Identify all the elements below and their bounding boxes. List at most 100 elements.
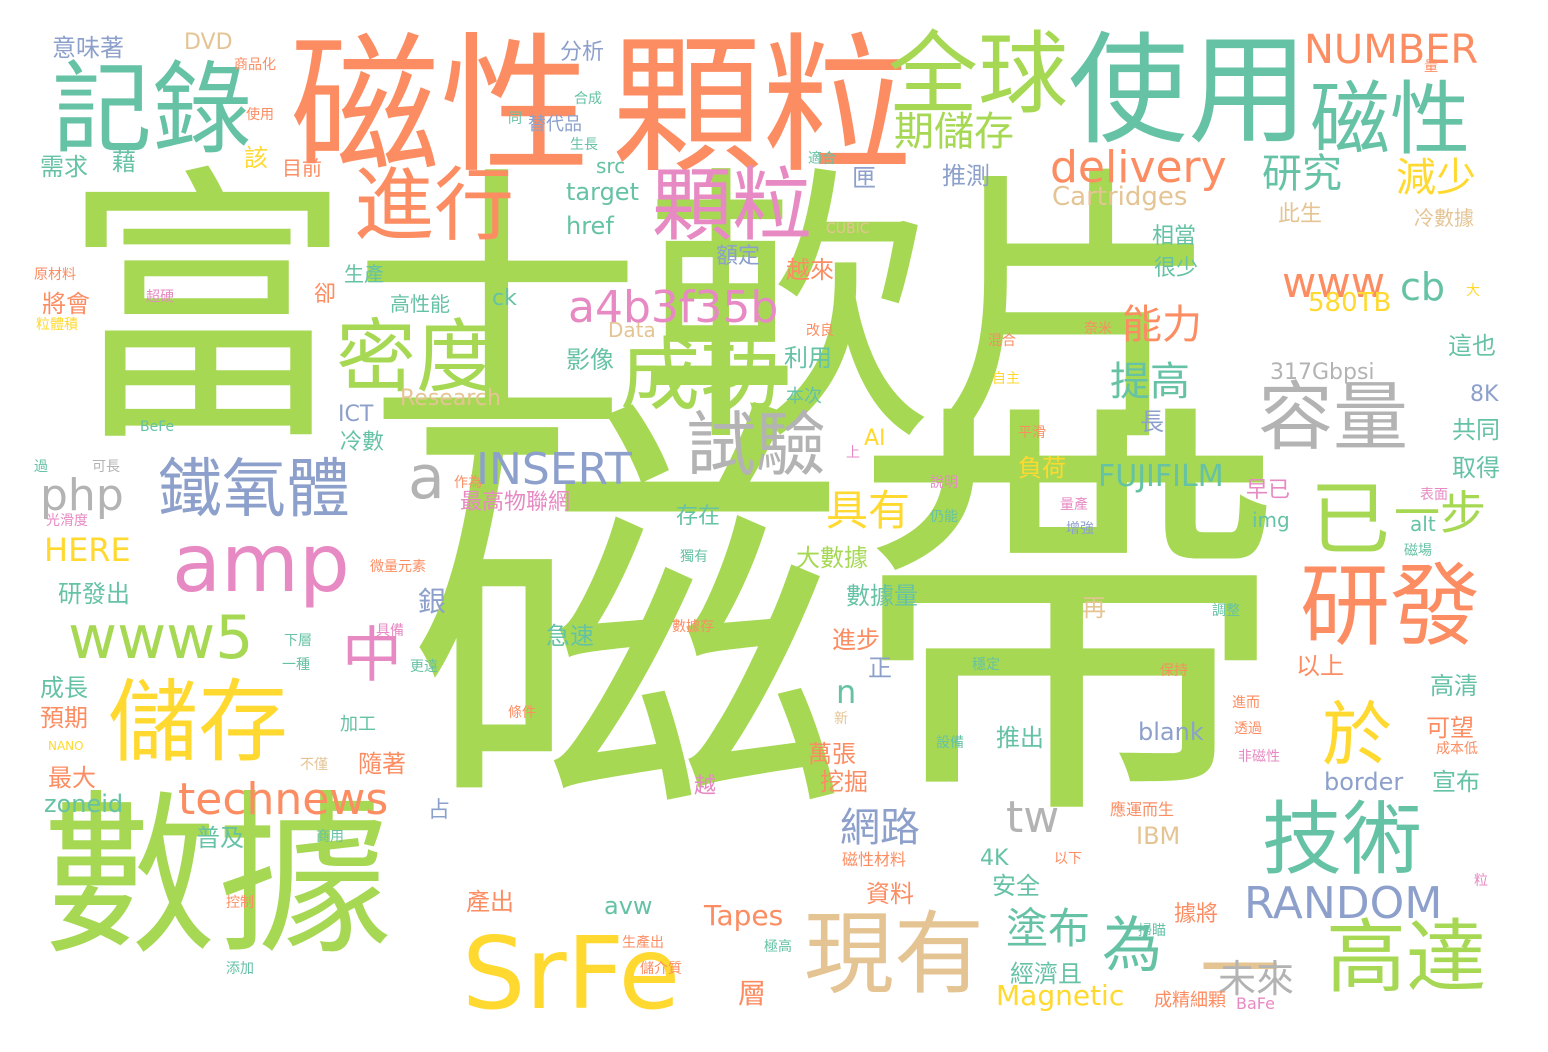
word-cloud-word: 表面: [1420, 487, 1448, 503]
word-cloud-word: 顆粒: [612, 20, 913, 194]
word-cloud-word: 獨有: [680, 549, 708, 565]
word-cloud-word: 非磁性: [1238, 749, 1280, 765]
word-cloud-word: 調整: [1212, 603, 1240, 619]
word-cloud-word: 粒體積: [36, 317, 78, 333]
word-cloud-word: ck: [492, 286, 517, 311]
word-cloud-word: 原材料: [34, 267, 76, 283]
word-cloud-word: 平滑: [1018, 425, 1046, 441]
word-cloud-word: 同: [508, 111, 522, 127]
word-cloud-word: delivery: [1050, 142, 1227, 193]
word-cloud-word: Cartridges: [1052, 182, 1188, 212]
word-cloud-word: tw: [1006, 792, 1060, 843]
word-cloud-word: 混合: [988, 333, 1016, 349]
word-cloud-word: 量: [1424, 59, 1438, 75]
word-cloud-word: 意味著: [52, 34, 124, 62]
word-cloud-word: 此生: [1278, 202, 1323, 227]
word-cloud-word: INSERT: [476, 444, 632, 495]
word-cloud-word: 安全: [992, 872, 1040, 900]
word-cloud-word: 光滑度: [46, 513, 88, 529]
word-cloud-word: zoneid: [44, 790, 124, 818]
word-cloud-word: 塗布: [1006, 904, 1091, 953]
word-cloud-word: 富士軟片: [62, 144, 1222, 481]
word-cloud-word: 高達: [1326, 911, 1486, 1004]
word-cloud-word: 本次: [786, 386, 822, 407]
word-cloud-word: 需求: [40, 153, 88, 181]
word-cloud-word: 預期: [40, 704, 88, 732]
word-cloud-word: 能力: [1122, 302, 1202, 348]
word-cloud-word: 量產: [1060, 497, 1088, 513]
word-cloud-word: 儲介質: [640, 961, 682, 977]
word-cloud-word: 生產出: [622, 935, 664, 951]
word-cloud-word: 掃瞄: [1138, 923, 1166, 939]
word-cloud-word: 仍能: [930, 509, 958, 525]
word-cloud-word: 以上: [1296, 652, 1344, 680]
word-cloud-word: 冷數: [340, 430, 385, 455]
word-cloud-word: 4K: [980, 846, 1009, 871]
word-cloud-word: a4b3f35b: [568, 282, 779, 333]
word-cloud-word: Magnetic: [996, 979, 1125, 1012]
word-cloud-word: 提高: [1110, 359, 1190, 405]
word-cloud-word: 隨著: [358, 750, 406, 778]
word-cloud-word: 卻: [314, 282, 337, 307]
word-cloud-word: 成功: [620, 329, 780, 422]
word-cloud-word: ICT: [338, 402, 374, 427]
word-cloud-word: 顆粒: [652, 159, 812, 252]
word-cloud-word: 將會: [42, 290, 90, 318]
word-cloud-word: cb: [1400, 265, 1446, 309]
word-cloud-word: 密度: [336, 311, 496, 404]
word-cloud-word: 極高: [764, 939, 792, 955]
word-cloud-word: 應運而生: [1110, 800, 1175, 819]
word-cloud-word: php: [40, 470, 124, 521]
word-cloud-word: 急速: [546, 622, 594, 650]
word-cloud-word: 最高物聯網: [460, 490, 571, 515]
word-cloud-word: 商用: [316, 829, 344, 845]
word-cloud-word: 一步: [1394, 486, 1486, 540]
word-cloud-word: 磁場: [1404, 543, 1432, 559]
word-cloud-word: 中: [342, 621, 402, 691]
word-cloud-word: DVD: [184, 30, 233, 55]
word-cloud-word: 資料: [866, 880, 914, 908]
word-cloud-word: 據將: [1174, 902, 1219, 927]
word-cloud-word: border: [1324, 768, 1404, 796]
word-cloud-word: 上: [846, 445, 860, 461]
word-cloud-word: 設備: [936, 735, 964, 751]
word-cloud-word: 容量: [1258, 373, 1409, 461]
word-cloud-word: 適合: [808, 151, 836, 167]
word-cloud-word: 成本低: [1436, 741, 1478, 757]
word-cloud-word: 增強: [1066, 521, 1094, 537]
word-cloud-word: 不僅: [300, 757, 328, 773]
word-cloud-word: 高清: [1430, 672, 1478, 700]
word-cloud-word: www: [1282, 258, 1386, 307]
word-cloud-word: Research: [400, 386, 501, 411]
word-cloud-word: 合成: [574, 91, 602, 107]
word-cloud-word: 為: [1102, 911, 1162, 981]
word-cloud-word: 研發出: [58, 580, 130, 608]
word-cloud-word: 一: [1200, 923, 1280, 1016]
word-cloud-word: 網路: [840, 805, 920, 851]
word-cloud-word: n: [836, 673, 857, 711]
word-cloud-word: Tapes: [704, 899, 784, 932]
word-cloud-word: FUJIFILM: [1098, 459, 1224, 494]
word-cloud-word: target: [566, 178, 639, 206]
word-cloud-word: 相當: [1152, 224, 1197, 249]
word-cloud-word: 分析: [560, 40, 605, 65]
word-cloud-word: 加工: [340, 714, 376, 735]
word-cloud-word: CUBIC: [826, 221, 870, 237]
word-cloud-word: BeFe: [140, 419, 175, 435]
word-cloud-word: RANDOM: [1244, 878, 1443, 929]
word-cloud-word: technews: [178, 774, 389, 825]
word-cloud-word: 研發: [1300, 554, 1480, 659]
word-cloud-word: 下層: [284, 633, 312, 649]
word-cloud-word: IBM: [1136, 822, 1181, 850]
word-cloud-word: 越來: [786, 256, 834, 284]
word-cloud-word: 粒: [1474, 873, 1488, 889]
word-cloud-word: 早已: [1246, 478, 1291, 503]
word-cloud-word: blank: [1138, 718, 1204, 746]
word-cloud-word: 這也: [1448, 332, 1496, 360]
word-cloud-word: 越: [694, 774, 717, 799]
word-cloud-word: www5: [68, 603, 254, 673]
word-cloud-word: 該: [244, 144, 268, 172]
word-cloud-word: 添加: [226, 961, 254, 977]
word-cloud-word: 進步: [832, 626, 880, 654]
